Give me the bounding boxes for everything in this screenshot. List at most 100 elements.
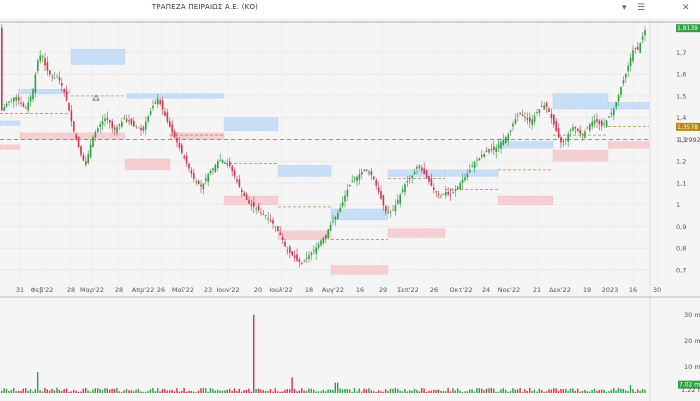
volume-bar <box>625 390 627 393</box>
volume-bar <box>82 388 84 393</box>
candle-body <box>241 189 243 192</box>
volume-bar <box>262 390 264 393</box>
volume-bar <box>481 388 483 393</box>
supply-zone <box>497 141 554 149</box>
volume-bar <box>281 391 284 393</box>
volume-bar <box>101 390 104 393</box>
volume-bar <box>341 389 344 393</box>
candle-body <box>205 178 207 181</box>
volume-axis-label: 20 m <box>684 337 700 345</box>
price-axis-label: 1,5 <box>676 92 686 100</box>
candle-body <box>130 118 133 125</box>
x-axis-label: 20 <box>254 286 262 294</box>
volume-bar <box>476 388 478 393</box>
volume-bar <box>605 391 608 393</box>
volume-bar <box>205 388 207 393</box>
candle-body <box>452 192 454 194</box>
volume-bar <box>555 388 557 393</box>
volume-bar <box>418 391 420 393</box>
candle-body <box>104 118 106 121</box>
volume-bar <box>404 388 406 393</box>
candle-body <box>591 121 593 127</box>
volume-bar <box>260 389 262 393</box>
volume-bar <box>209 387 212 393</box>
volume-bar <box>274 388 276 393</box>
volume-bar <box>137 388 140 393</box>
volume-bar <box>145 391 147 393</box>
candle-body <box>413 172 416 175</box>
candle-body <box>435 191 437 193</box>
close-icon[interactable]: ✕ <box>682 3 690 13</box>
chevron-down-icon[interactable]: ▾ <box>622 3 627 13</box>
volume-bar <box>238 388 240 393</box>
instrument-title[interactable]: ΤΡΑΠΕΖΑ ΠΕΙΡΑΙΩΣ Α.Ε. (ΚΟ) <box>151 3 259 11</box>
volume-bar <box>269 388 272 393</box>
volume-bar <box>389 388 392 393</box>
candle-body <box>188 163 190 169</box>
volume-bar <box>29 389 32 393</box>
candle-body <box>289 246 291 253</box>
volume-bar <box>399 390 401 393</box>
volume-bar <box>8 390 10 393</box>
candle-body <box>229 161 231 166</box>
x-axis-label: 26 <box>157 286 165 294</box>
candle-body <box>238 179 241 187</box>
volume-bar <box>293 388 296 393</box>
volume-bar <box>622 388 624 393</box>
volume-bar <box>253 314 255 393</box>
candle-body <box>596 118 598 122</box>
volume-bar <box>596 390 598 393</box>
level-price-label: 1,3578 <box>677 124 698 131</box>
volume-bar <box>586 391 588 393</box>
volume-bar <box>123 390 125 393</box>
volume-bar <box>236 391 238 393</box>
candle-body <box>327 229 329 238</box>
candle-body <box>351 180 353 182</box>
reference-price-label: 1,2992 <box>678 136 700 144</box>
candle-body <box>509 130 512 132</box>
candle-body <box>317 244 320 248</box>
candle-body <box>495 147 497 153</box>
supply-zone <box>169 93 225 99</box>
volume-bar <box>449 391 452 393</box>
candle-body <box>569 129 572 131</box>
volume-bar <box>188 390 190 393</box>
price-axis-label: 1,1 <box>676 179 686 187</box>
volume-bar <box>589 391 591 393</box>
candle-body <box>97 128 99 132</box>
volume-bar <box>517 389 519 393</box>
candle-body <box>325 234 327 239</box>
candle-body <box>63 89 65 93</box>
volume-bar <box>349 389 351 393</box>
candle-body <box>397 199 399 204</box>
price-axis-label: 1 <box>676 201 680 209</box>
volume-bar <box>375 391 377 393</box>
candle-body <box>629 57 632 67</box>
volume-bar <box>423 388 425 393</box>
volume-bar <box>337 382 339 393</box>
volume-bar <box>526 390 528 393</box>
volume-bar <box>514 389 516 393</box>
candle-body <box>178 142 181 148</box>
candle-body <box>605 120 608 127</box>
candle-body <box>313 250 315 251</box>
candle-body <box>70 110 73 122</box>
candle-body <box>581 134 584 136</box>
candle-body <box>152 105 154 109</box>
volume-bar <box>286 389 288 393</box>
candle-body <box>485 151 488 152</box>
volume-bar <box>58 389 60 393</box>
candle-body <box>226 164 229 165</box>
demand-zone <box>69 132 126 140</box>
x-axis-label: Μαρ'22 <box>80 286 104 294</box>
x-axis-label: 18 <box>305 286 313 294</box>
demand-zone <box>124 158 171 171</box>
volume-bar <box>197 390 200 393</box>
candle-body <box>202 183 205 190</box>
hamburger-menu-icon[interactable]: ☰ <box>637 3 646 13</box>
candle-body <box>538 109 541 113</box>
candle-body <box>337 212 339 219</box>
volume-bar <box>512 388 514 393</box>
candle-body <box>519 112 521 115</box>
